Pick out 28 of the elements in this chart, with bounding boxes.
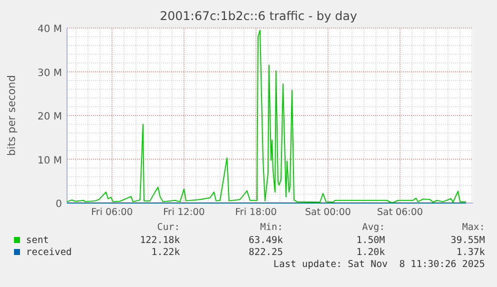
y-tick-label: 20 M [37,112,62,122]
text: 1.50M [356,235,386,246]
chart-title: 2001:67c:1b2c::6 traffic - by day [160,9,358,23]
y-tick-label: 40 M [37,24,62,35]
legend-label: received [26,247,72,258]
text: 1.20k [356,247,386,258]
legend-label: sent [26,235,49,246]
x-tick-label: Fri 18:00 [235,207,277,218]
y-tick-label: 10 M [37,155,62,166]
text: Cur: [157,222,180,233]
x-tick-label: Sat 06:00 [377,207,423,218]
text: 1.22k [151,247,180,258]
text: 63.49k [248,235,284,246]
text: Avg: [362,222,385,233]
x-tick-label: Fri 12:00 [163,207,205,218]
text: Last update: Sat Nov 8 11:30:26 2025 [273,259,485,270]
text: 122.18k [140,235,180,246]
text: Max: [462,222,485,233]
y-axis-title: bits per second [6,75,18,156]
x-tick-label: Fri 06:00 [91,207,133,218]
y-tick-label: 30 M [37,68,62,79]
text: 822.25 [248,247,283,258]
x-tick-label: Sat 00:00 [305,207,351,218]
text: Min: [260,222,283,233]
y-tick-label: 0 [56,199,62,210]
text: 1.37k [456,247,486,258]
text: 39.55M [450,235,486,246]
line-series [66,30,466,204]
